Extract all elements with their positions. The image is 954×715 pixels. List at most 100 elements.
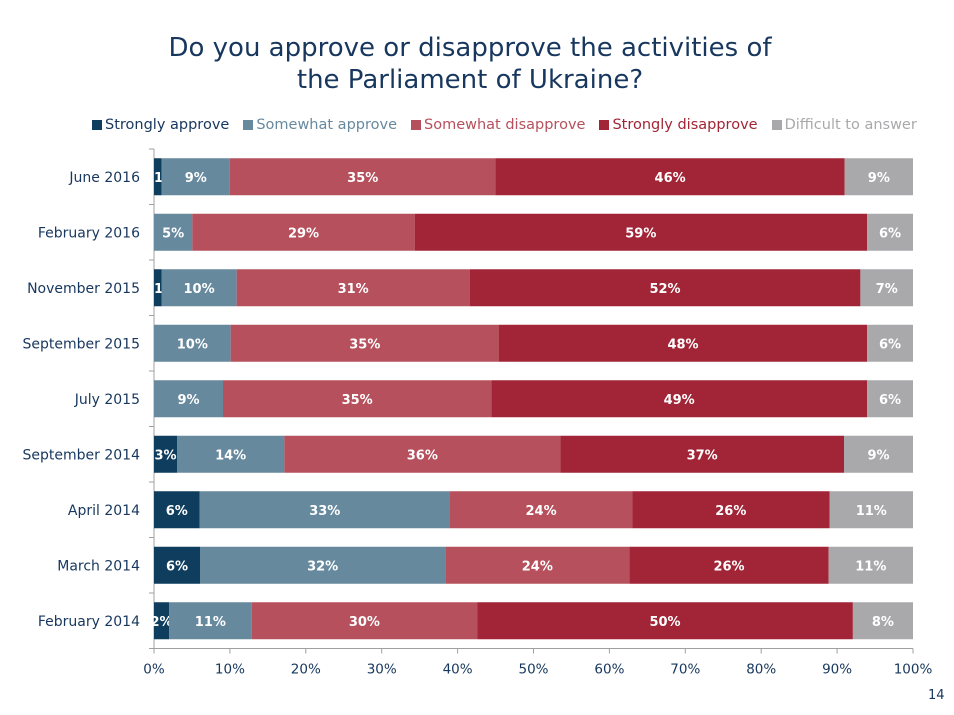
bar-segment	[867, 213, 913, 251]
data-label: 6%	[879, 226, 901, 241]
bar-segment	[223, 380, 492, 418]
data-label: 35%	[342, 393, 373, 408]
bar-segment	[154, 380, 223, 418]
data-label: 11%	[855, 559, 886, 574]
x-tick-label: 40%	[443, 662, 473, 678]
data-label: 7%	[876, 282, 898, 297]
data-label: 36%	[407, 448, 438, 463]
legend-swatch	[599, 120, 610, 130]
legend-item: Strongly disapprove	[599, 117, 758, 133]
bar-segment	[469, 269, 861, 307]
bar-segment	[154, 491, 200, 529]
legend-swatch	[243, 120, 254, 130]
bar-segment	[414, 213, 867, 251]
bar-segment	[154, 602, 170, 640]
legend-item: Somewhat disapprove	[411, 117, 585, 133]
data-label: 30%	[349, 615, 380, 630]
legend-label: Somewhat disapprove	[424, 117, 586, 133]
bar-segment	[200, 546, 446, 584]
legend-item: Strongly approve	[92, 117, 229, 133]
bar-segment	[844, 158, 913, 196]
data-label: 6%	[166, 559, 188, 574]
data-label: 24%	[526, 504, 557, 519]
data-label: 11%	[195, 615, 226, 630]
title-line-1: Do you approve or disapprove the activit…	[168, 33, 772, 63]
legend-label: Difficult to answer	[784, 117, 917, 133]
data-label: 35%	[347, 171, 378, 186]
category-label: April 2014	[68, 503, 140, 519]
data-label: 32%	[307, 559, 338, 574]
data-label: 50%	[649, 615, 680, 630]
bar-segment	[828, 546, 913, 584]
data-label: 14%	[215, 448, 246, 463]
category-label: March 2014	[57, 558, 140, 574]
data-label: 48%	[667, 337, 698, 352]
legend-label: Strongly disapprove	[612, 117, 758, 133]
bar-segment	[860, 269, 913, 307]
legend-swatch	[771, 120, 782, 130]
x-tick-label: 50%	[518, 662, 548, 678]
bar-segment	[199, 491, 451, 529]
bar-segment	[154, 158, 162, 196]
bar-segment	[154, 324, 231, 362]
bar-segment	[154, 435, 177, 473]
data-label: 35%	[349, 337, 380, 352]
data-label: 37%	[687, 448, 718, 463]
legend-label: Somewhat approve	[256, 117, 397, 133]
bar-segment	[161, 269, 237, 307]
category-label: July 2015	[74, 392, 140, 408]
data-label: 9%	[867, 448, 889, 463]
x-tick-label: 20%	[291, 662, 321, 678]
bar-segment	[192, 213, 415, 251]
x-tick-label: 70%	[670, 662, 700, 678]
data-label: 33%	[309, 504, 340, 519]
bar-segment	[284, 435, 561, 473]
category-label: February 2014	[38, 614, 140, 630]
bar-segment	[560, 435, 844, 473]
data-label: 10%	[177, 337, 208, 352]
legend-label: Strongly approve	[105, 117, 230, 133]
data-label: 9%	[868, 171, 890, 186]
bar-segment	[495, 158, 845, 196]
bar-segment	[499, 324, 867, 362]
x-tick-label: 60%	[594, 662, 624, 678]
data-label: 31%	[338, 282, 369, 297]
bar-segment	[844, 435, 913, 473]
x-tick-label: 0%	[143, 662, 165, 678]
category-label: November 2015	[27, 281, 140, 297]
data-label: 2%	[150, 615, 172, 630]
title-line-2: the Parliament of Ukraine?	[296, 65, 644, 95]
bar-segment	[230, 324, 499, 362]
data-label: 29%	[288, 226, 319, 241]
category-label: June 2016	[68, 170, 140, 186]
legend-item: Difficult to answer	[771, 117, 917, 133]
bar-segment	[154, 269, 162, 307]
data-label: 26%	[713, 559, 744, 574]
bar-segment	[169, 602, 252, 640]
bar-segment	[829, 491, 913, 529]
legend-item: Somewhat approve	[243, 117, 397, 133]
bar-segment	[177, 435, 285, 473]
data-label: 6%	[166, 504, 188, 519]
chart-title: Do you approve or disapprove the activit…	[0, 32, 940, 96]
bar-segment	[450, 491, 633, 529]
bar-segment	[251, 602, 478, 640]
x-tick-label: 80%	[746, 662, 776, 678]
bar-segment	[632, 491, 830, 529]
bar-segment	[154, 213, 193, 251]
data-label: 10%	[184, 282, 215, 297]
data-label: 8%	[872, 615, 894, 630]
bar-segment	[852, 602, 913, 640]
data-label: 49%	[664, 393, 695, 408]
data-label: 26%	[715, 504, 746, 519]
legend-swatch	[411, 120, 421, 130]
bar-segment	[154, 546, 200, 584]
category-label: September 2014	[23, 447, 141, 463]
data-label: 46%	[655, 171, 686, 186]
data-label: 52%	[649, 282, 680, 297]
bar-segment	[867, 324, 913, 362]
legend-swatch	[92, 120, 102, 130]
data-label: 3%	[154, 448, 176, 463]
bar-segment	[629, 546, 829, 584]
category-label: September 2015	[23, 336, 140, 352]
